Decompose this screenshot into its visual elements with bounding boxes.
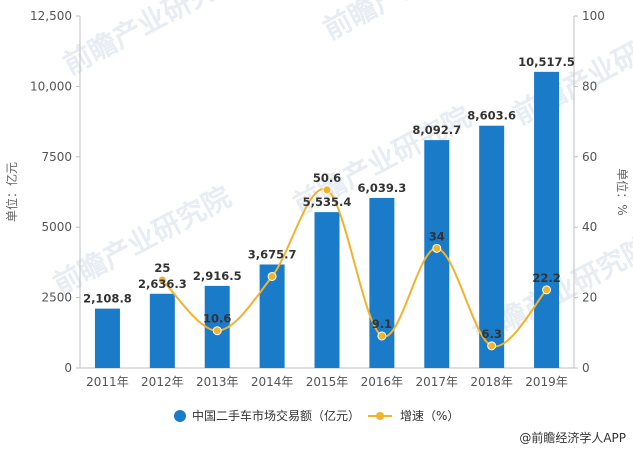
rate-value-label: 10.6 bbox=[203, 312, 231, 326]
bar bbox=[479, 125, 505, 368]
bar-value-label: 8,603.6 bbox=[467, 109, 516, 123]
rate-point bbox=[377, 331, 387, 341]
bar bbox=[534, 71, 560, 368]
watermark-text: 前瞻产业研究院 bbox=[58, 0, 247, 81]
rate-value-label: 34 bbox=[429, 229, 445, 243]
legend-line-label: 增速（%） bbox=[400, 409, 459, 423]
bar-value-label: 10,517.5 bbox=[518, 55, 575, 69]
x-tick-label: 2017年 bbox=[416, 375, 459, 389]
rate-point bbox=[267, 271, 277, 281]
bar-value-label: 2,916.5 bbox=[193, 269, 242, 283]
rate-series bbox=[157, 185, 552, 351]
bar bbox=[259, 264, 285, 368]
bar-value-label: 5,535.4 bbox=[303, 195, 352, 209]
x-tick-label: 2018年 bbox=[470, 375, 513, 389]
bar bbox=[314, 212, 340, 368]
legend-line-marker bbox=[376, 412, 384, 420]
rate-point bbox=[432, 243, 442, 253]
y-left-tick-label: 10,000 bbox=[30, 79, 72, 93]
watermark-text: 前瞻产业研究院 bbox=[508, 10, 633, 131]
legend-bar-swatch bbox=[174, 410, 186, 422]
rate-point bbox=[487, 341, 497, 351]
rate-value-label: 50.6 bbox=[313, 171, 341, 185]
x-tick-label: 2011年 bbox=[86, 375, 129, 389]
y-right-tick-label: 20 bbox=[582, 291, 597, 305]
x-tick-label: 2016年 bbox=[361, 375, 404, 389]
y-left-axis-title: 单位：亿元 bbox=[4, 162, 19, 222]
rate-point bbox=[212, 326, 222, 336]
data-labels: 2,108.8 2,636.3 2,916.5 3,675.7 5,535.4 6,039… bbox=[83, 55, 575, 341]
bar-value-label: 3,675.7 bbox=[248, 247, 297, 261]
y-left-tick-label: 5000 bbox=[41, 220, 72, 234]
y-right-axis-title: 单位：% bbox=[615, 168, 630, 215]
rate-point bbox=[322, 185, 332, 195]
x-tick-label: 2012年 bbox=[141, 375, 184, 389]
rate-value-label: 6.3 bbox=[481, 327, 501, 341]
y-right-tick-label: 100 bbox=[582, 9, 605, 23]
y-right-tick-label: 80 bbox=[582, 79, 597, 93]
bar-value-label: 2,636.3 bbox=[138, 277, 187, 291]
rate-line bbox=[161, 188, 548, 348]
source-credit: @前瞻经济学人APP bbox=[519, 430, 626, 445]
x-tick-label: 2013年 bbox=[196, 375, 239, 389]
y-left-tick-label: 2500 bbox=[41, 291, 72, 305]
axes: 0 2500 5000 7500 10,000 12,500 0 20 40 60 80 100 201… bbox=[4, 9, 630, 389]
rate-point bbox=[157, 275, 167, 285]
rate-point bbox=[542, 285, 552, 295]
x-tick-label: 2014年 bbox=[251, 375, 294, 389]
rate-value-label: 22.2 bbox=[532, 271, 560, 285]
bar-value-label: 2,108.8 bbox=[83, 292, 132, 306]
legend-bar-label: 中国二手车市场交易额（亿元） bbox=[192, 408, 360, 423]
bar-value-label: 6,039.3 bbox=[358, 181, 407, 195]
bar bbox=[369, 197, 395, 368]
y-right-tick-label: 0 bbox=[582, 361, 590, 375]
y-right-tick-label: 40 bbox=[582, 220, 597, 234]
x-tick-label: 2019年 bbox=[525, 375, 568, 389]
bar bbox=[94, 308, 120, 368]
rate-value-label: 9.1 bbox=[372, 317, 392, 331]
x-tick-label: 2015年 bbox=[306, 375, 349, 389]
watermark-text: 前瞻产业研究院 bbox=[318, 0, 507, 46]
y-left-tick-label: 7500 bbox=[41, 150, 72, 164]
y-right-tick-label: 60 bbox=[582, 150, 597, 164]
legend: 中国二手车市场交易额（亿元） 增速（%） bbox=[174, 408, 459, 423]
y-left-tick-label: 0 bbox=[64, 361, 72, 375]
y-left-tick-label: 12,500 bbox=[30, 9, 72, 23]
rate-value-label: 25 bbox=[154, 261, 170, 275]
bar-value-label: 8,092.7 bbox=[412, 123, 461, 137]
bar bbox=[149, 293, 175, 368]
bar-series bbox=[94, 71, 560, 368]
